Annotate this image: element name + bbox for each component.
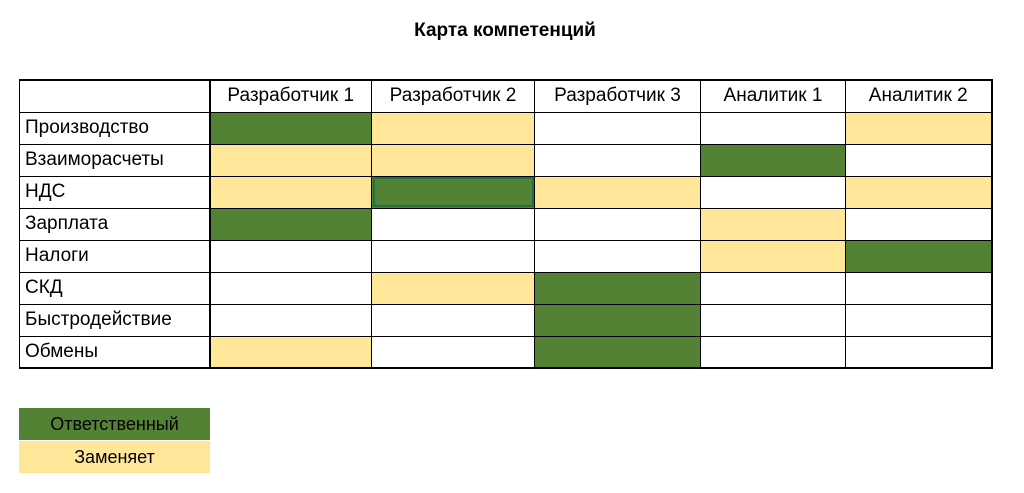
table-row: Взаиморасчеты: [19, 143, 993, 177]
grid-cell-none[interactable]: [208, 271, 372, 305]
grid-cell-none[interactable]: [371, 335, 535, 369]
grid-cell-none[interactable]: [700, 271, 846, 305]
grid-cell-substitute[interactable]: [371, 143, 535, 177]
table-row: СКД: [19, 271, 993, 305]
grid-cell-none[interactable]: [534, 111, 701, 145]
row-label[interactable]: Зарплата: [19, 207, 210, 241]
column-header[interactable]: Разработчик 1: [208, 79, 372, 113]
grid-cell-responsible[interactable]: [534, 335, 701, 369]
grid-cell-substitute[interactable]: [208, 175, 372, 209]
grid-cell-responsible[interactable]: [845, 239, 993, 273]
grid-cell-responsible[interactable]: [700, 143, 846, 177]
grid-cell-none[interactable]: [534, 143, 701, 177]
row-label[interactable]: НДС: [19, 175, 210, 209]
table-row: Быстродействие: [19, 303, 993, 337]
legend-responsible[interactable]: Ответственный: [19, 408, 210, 440]
grid-cell-none[interactable]: [845, 143, 993, 177]
grid-cell-none[interactable]: [700, 303, 846, 337]
corner-cell[interactable]: [19, 79, 210, 113]
grid-cell-none[interactable]: [700, 111, 846, 145]
column-header[interactable]: Разработчик 2: [371, 79, 535, 113]
grid-cell-substitute[interactable]: [371, 111, 535, 145]
grid-cell-none[interactable]: [845, 303, 993, 337]
row-label[interactable]: Быстродействие: [19, 303, 210, 337]
competency-table: Разработчик 1 Разработчик 2 Разработчик …: [19, 79, 993, 369]
column-header[interactable]: Аналитик 2: [845, 79, 993, 113]
row-label[interactable]: Обмены: [19, 335, 210, 369]
grid-cell-responsible[interactable]: [534, 271, 701, 305]
page-title: Карта компетенций: [414, 20, 596, 41]
row-label[interactable]: Производство: [19, 111, 210, 145]
grid-cell-none[interactable]: [700, 175, 846, 209]
grid-cell-none[interactable]: [208, 303, 372, 337]
grid-cell-none[interactable]: [845, 207, 993, 241]
row-label[interactable]: Взаиморасчеты: [19, 143, 210, 177]
column-header[interactable]: Разработчик 3: [534, 79, 701, 113]
header-row: Разработчик 1 Разработчик 2 Разработчик …: [19, 79, 993, 113]
grid-cell-responsible[interactable]: [371, 175, 535, 209]
grid-cell-none[interactable]: [208, 239, 372, 273]
table-row: НДС: [19, 175, 993, 209]
column-header[interactable]: Аналитик 1: [700, 79, 846, 113]
grid-cell-none[interactable]: [845, 335, 993, 369]
grid-cell-substitute[interactable]: [700, 207, 846, 241]
grid-cell-substitute[interactable]: [700, 239, 846, 273]
grid-cell-none[interactable]: [371, 239, 535, 273]
grid-cell-responsible[interactable]: [208, 207, 372, 241]
grid-cell-responsible[interactable]: [534, 303, 701, 337]
grid-cell-substitute[interactable]: [371, 271, 535, 305]
grid-cell-substitute[interactable]: [845, 111, 993, 145]
legend-substitute[interactable]: Заменяет: [19, 441, 210, 473]
grid-cell-substitute[interactable]: [845, 175, 993, 209]
grid-cell-none[interactable]: [534, 207, 701, 241]
row-label[interactable]: Налоги: [19, 239, 210, 273]
grid-cell-substitute[interactable]: [208, 335, 372, 369]
table-row: Производство: [19, 111, 993, 145]
table-row: Обмены: [19, 335, 993, 369]
grid-cell-none[interactable]: [534, 239, 701, 273]
grid-cell-responsible[interactable]: [208, 111, 372, 145]
row-label[interactable]: СКД: [19, 271, 210, 305]
table-row: Зарплата: [19, 207, 993, 241]
table-row: Налоги: [19, 239, 993, 273]
grid-cell-substitute[interactable]: [208, 143, 372, 177]
grid-cell-none[interactable]: [371, 207, 535, 241]
grid-cell-none[interactable]: [700, 335, 846, 369]
grid-cell-none[interactable]: [845, 271, 993, 305]
grid-cell-substitute[interactable]: [534, 175, 701, 209]
grid-cell-none[interactable]: [371, 303, 535, 337]
